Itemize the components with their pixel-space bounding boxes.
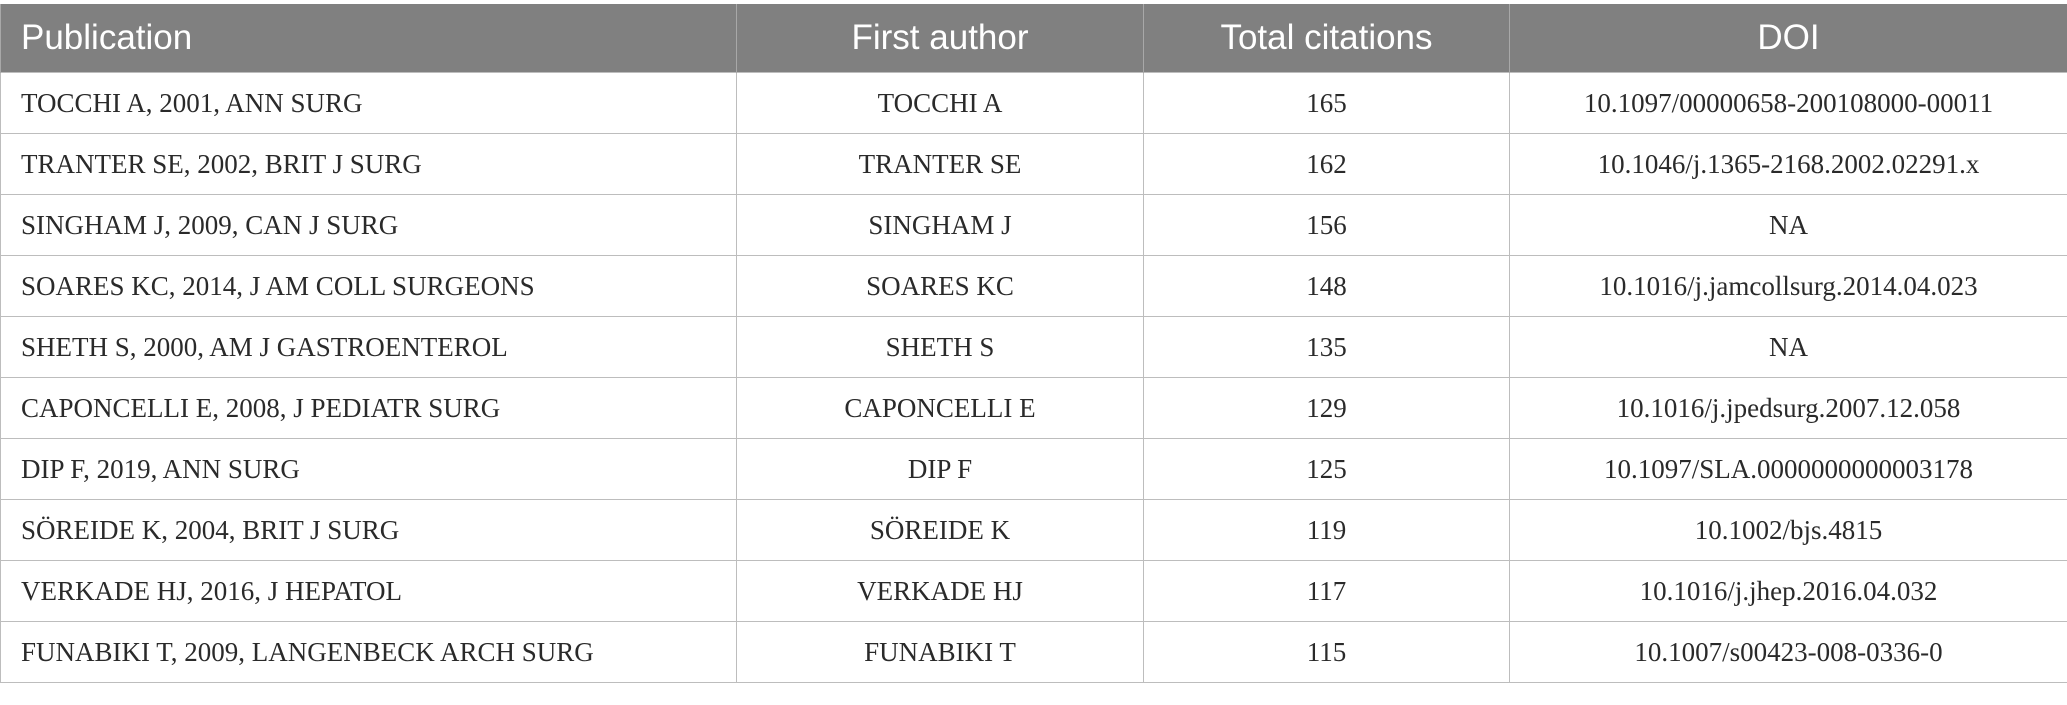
cell-doi: 10.1016/j.jhep.2016.04.032	[1509, 560, 2067, 622]
table-row: TRANTER SE, 2002, BRIT J SURG TRANTER SE 1…	[0, 133, 2067, 195]
cell-publication: SÖREIDE K, 2004, BRIT J SURG	[0, 499, 737, 561]
table-body: TOCCHI A, 2001, ANN SURG TOCCHI A 165 10.10…	[0, 72, 2067, 683]
cell-doi: 10.1002/bjs.4815	[1509, 499, 2067, 561]
cell-total-citations: 165	[1143, 72, 1510, 134]
cell-first-author: FUNABIKI T	[736, 621, 1144, 683]
cell-total-citations: 148	[1143, 255, 1510, 317]
cell-doi: NA	[1509, 316, 2067, 378]
table-row: FUNABIKI T, 2009, LANGENBECK ARCH SURG FU…	[0, 621, 2067, 683]
cell-total-citations: 156	[1143, 194, 1510, 256]
cell-total-citations: 129	[1143, 377, 1510, 439]
cell-first-author: SOARES KC	[736, 255, 1144, 317]
cell-first-author: VERKADE HJ	[736, 560, 1144, 622]
cell-first-author: TOCCHI A	[736, 72, 1144, 134]
table-row: TOCCHI A, 2001, ANN SURG TOCCHI A 165 10.10…	[0, 72, 2067, 134]
cell-publication: TOCCHI A, 2001, ANN SURG	[0, 72, 737, 134]
cell-first-author: SHETH S	[736, 316, 1144, 378]
header-first-author: First author	[736, 4, 1144, 73]
cell-doi: 10.1046/j.1365-2168.2002.02291.x	[1509, 133, 2067, 195]
header-total-citations: Total citations	[1143, 4, 1510, 73]
table-row: CAPONCELLI E, 2008, J PEDIATR SURG CAPONC…	[0, 377, 2067, 439]
cell-first-author: CAPONCELLI E	[736, 377, 1144, 439]
citations-table-container: Publication First author Total citations…	[0, 4, 2067, 683]
table-row: VERKADE HJ, 2016, J HEPATOL VERKADE HJ 117…	[0, 560, 2067, 622]
table-row: DIP F, 2019, ANN SURG DIP F 125 10.1097/SLA…	[0, 438, 2067, 500]
cell-publication: TRANTER SE, 2002, BRIT J SURG	[0, 133, 737, 195]
cell-doi: 10.1097/00000658-200108000-00011	[1509, 72, 2067, 134]
cell-publication: SINGHAM J, 2009, CAN J SURG	[0, 194, 737, 256]
table-row: SOARES KC, 2014, J AM COLL SURGEONS SOARE…	[0, 255, 2067, 317]
cell-total-citations: 162	[1143, 133, 1510, 195]
cell-doi: 10.1016/j.jamcollsurg.2014.04.023	[1509, 255, 2067, 317]
cell-first-author: DIP F	[736, 438, 1144, 500]
cell-publication: SHETH S, 2000, AM J GASTROENTEROL	[0, 316, 737, 378]
cell-doi: 10.1016/j.jpedsurg.2007.12.058	[1509, 377, 2067, 439]
cell-first-author: TRANTER SE	[736, 133, 1144, 195]
table-row: SÖREIDE K, 2004, BRIT J SURG SÖREIDE K 119…	[0, 499, 2067, 561]
table-row: SHETH S, 2000, AM J GASTROENTEROL SHETH S…	[0, 316, 2067, 378]
table-row: SINGHAM J, 2009, CAN J SURG SINGHAM J 156 N…	[0, 194, 2067, 256]
cell-doi: 10.1007/s00423-008-0336-0	[1509, 621, 2067, 683]
header-publication: Publication	[0, 4, 737, 73]
citations-table: Publication First author Total citations…	[0, 4, 2067, 683]
cell-publication: CAPONCELLI E, 2008, J PEDIATR SURG	[0, 377, 737, 439]
cell-total-citations: 115	[1143, 621, 1510, 683]
cell-doi: NA	[1509, 194, 2067, 256]
cell-doi: 10.1097/SLA.0000000000003178	[1509, 438, 2067, 500]
cell-first-author: SINGHAM J	[736, 194, 1144, 256]
cell-publication: VERKADE HJ, 2016, J HEPATOL	[0, 560, 737, 622]
cell-publication: DIP F, 2019, ANN SURG	[0, 438, 737, 500]
header-doi: DOI	[1509, 4, 2067, 73]
cell-publication: SOARES KC, 2014, J AM COLL SURGEONS	[0, 255, 737, 317]
cell-total-citations: 135	[1143, 316, 1510, 378]
table-header: Publication First author Total citations…	[0, 4, 2067, 73]
header-row: Publication First author Total citations…	[0, 4, 2067, 73]
cell-publication: FUNABIKI T, 2009, LANGENBECK ARCH SURG	[0, 621, 737, 683]
cell-total-citations: 125	[1143, 438, 1510, 500]
cell-total-citations: 119	[1143, 499, 1510, 561]
cell-first-author: SÖREIDE K	[736, 499, 1144, 561]
cell-total-citations: 117	[1143, 560, 1510, 622]
